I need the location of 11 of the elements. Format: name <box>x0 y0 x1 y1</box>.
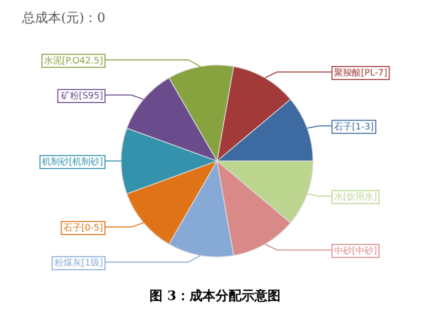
slice-label: 石子[0-5] <box>63 222 103 234</box>
chart-title: 总成本(元)：0 <box>21 11 106 26</box>
slice-label: 粉煤灰[1级] <box>54 258 103 269</box>
slice-label: 水[饮用水] <box>334 192 378 203</box>
slice-label: 中砂[中砂] <box>334 245 378 256</box>
slice-label: 矿粉[S95] <box>60 90 103 102</box>
slice-label: 石子[1-3] <box>334 121 374 132</box>
slice-label: 聚羧酸[PL-7] <box>334 68 388 79</box>
slice-label: 水泥[P.O42.5] <box>44 55 103 66</box>
slice-label: 机制砂[机制砂] <box>42 156 103 168</box>
caption: 图 3：成本分配示意图 <box>150 288 280 304</box>
